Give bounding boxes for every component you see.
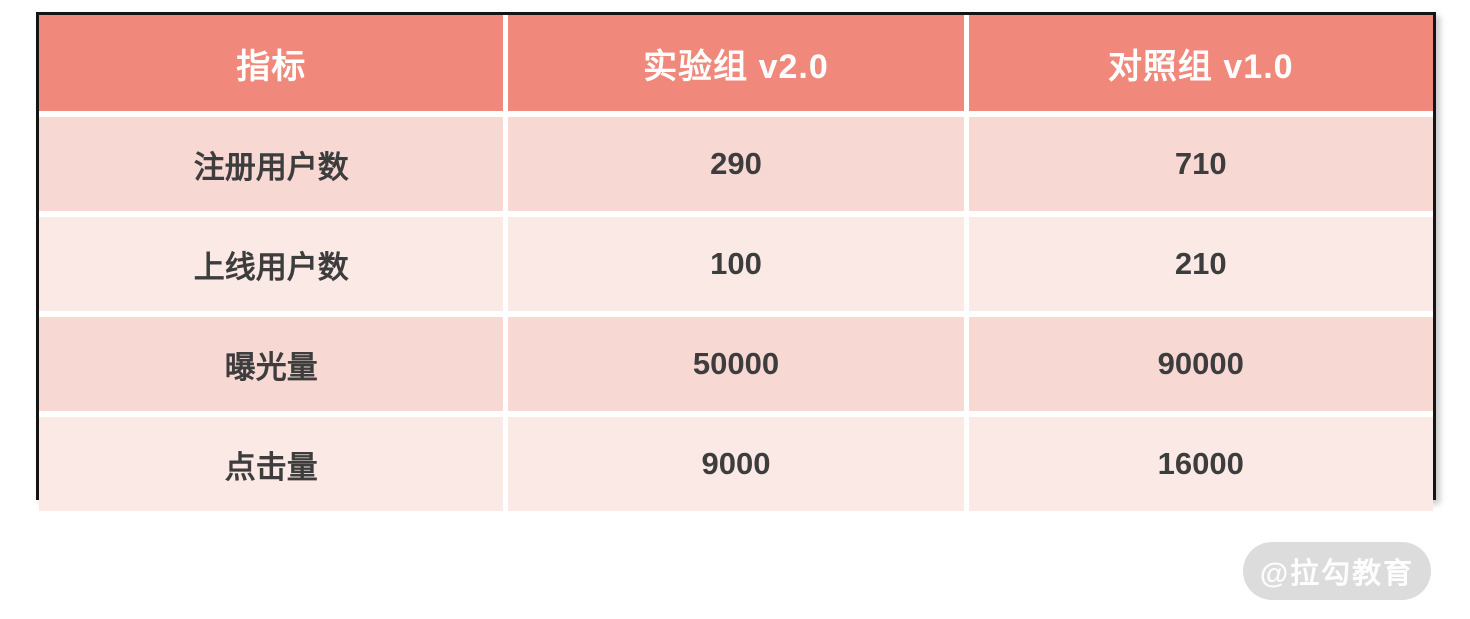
experimental-value: 290 [505,114,969,214]
control-value: 16000 [966,414,1433,511]
table-row: 注册用户数 290 710 [39,114,1433,214]
watermark-label: @拉勾教育 [1259,558,1415,590]
metric-label: 注册用户数 [39,114,509,214]
experimental-value: 9000 [505,414,969,511]
metric-label: 点击量 [39,414,509,511]
table-row: 上线用户数 100 210 [39,214,1433,314]
header-row: 指标 实验组 v2.0 对照组 v1.0 [39,15,1433,114]
column-header-control-group: 对照组 v1.0 [966,15,1433,114]
control-value: 710 [966,114,1433,214]
column-header-experimental-group: 实验组 v2.0 [505,15,969,114]
table-row: 点击量 9000 16000 [39,414,1433,511]
table-body: 注册用户数 290 710 上线用户数 100 210 曝光量 50000 90… [39,114,1433,511]
control-value: 210 [966,214,1433,314]
metrics-table-frame: 指标 实验组 v2.0 对照组 v1.0 注册用户数 290 710 上线用户数… [36,12,1436,511]
control-value: 90000 [966,314,1433,414]
table-row: 曝光量 50000 90000 [39,314,1433,414]
metric-label: 上线用户数 [39,214,509,314]
table-header: 指标 实验组 v2.0 对照组 v1.0 [39,15,1433,114]
ab-test-metrics-table: 指标 实验组 v2.0 对照组 v1.0 注册用户数 290 710 上线用户数… [39,15,1433,511]
experimental-value: 100 [505,214,969,314]
column-header-metric: 指标 [39,15,509,114]
experimental-value: 50000 [505,314,969,414]
watermark-badge: @拉勾教育 [1243,542,1431,600]
metric-label: 曝光量 [39,314,509,414]
